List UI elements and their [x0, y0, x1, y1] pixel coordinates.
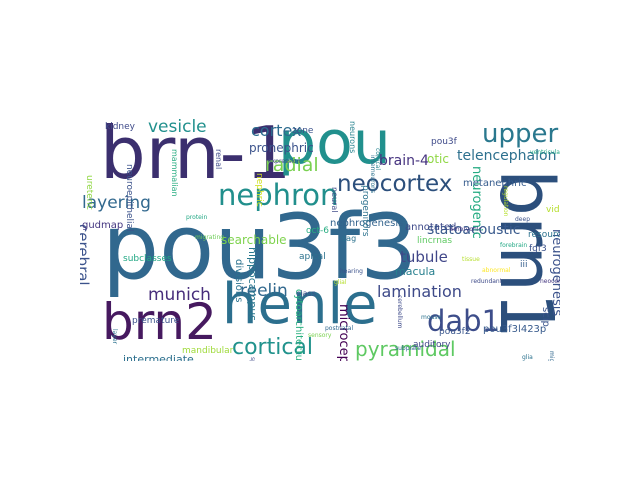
- cloud-word: neural: [330, 187, 339, 213]
- cloud-word: scip: [540, 307, 551, 327]
- cloud-word: redundant: [471, 278, 503, 285]
- cloud-word: neocortical: [540, 278, 560, 285]
- cloud-word: ureteric: [84, 175, 94, 210]
- cloud-word: zone: [292, 126, 314, 136]
- cloud-word: lamination: [377, 282, 462, 301]
- cloud-word: brn-1: [100, 119, 292, 195]
- cloud-word: renal: [214, 149, 223, 170]
- cloud-word: intermediate: [123, 353, 194, 361]
- cloud-word: brain-4: [379, 153, 429, 169]
- cloud-word: resource: [528, 230, 560, 240]
- cloud-word: metanephric: [463, 178, 527, 189]
- cloud-word: pou3f2: [439, 327, 471, 337]
- cloud-word: specification: [249, 357, 256, 361]
- cloud-word: hippocampus: [246, 247, 259, 321]
- cloud-word: telencephalon: [457, 148, 557, 164]
- cloud-word: cytoarchitecture: [293, 289, 304, 361]
- cloud-word: sensory: [308, 332, 332, 339]
- cloud-word: pou: [278, 119, 391, 178]
- cloud-word: migration: [548, 351, 555, 361]
- cloud-word: pou3f3: [102, 195, 418, 300]
- cloud-word: fgf3: [529, 244, 547, 254]
- cloud-word: neurons: [348, 121, 357, 154]
- cloud-word: pou3f3l423p: [483, 324, 547, 335]
- cloud-word: gudmap: [82, 220, 124, 231]
- cloud-word: tubule: [400, 248, 448, 266]
- cloud-word: subplate: [395, 345, 421, 352]
- cloud-word: kidney: [105, 122, 135, 132]
- cloud-word: sag: [342, 234, 357, 243]
- cloud-word: migrating: [195, 234, 225, 241]
- cloud-word: hearing: [340, 268, 363, 275]
- cloud-word: microcephaly: [336, 304, 351, 361]
- cloud-word: vidir: [546, 205, 560, 215]
- word-cloud: pou3f3 brn-1 pou brn1 henle brn2 neocort…: [80, 119, 560, 361]
- cloud-word: oct-6: [306, 226, 329, 236]
- cloud-word: pronephric: [249, 141, 314, 155]
- cloud-word: pou3f: [431, 137, 457, 147]
- cloud-word: radial: [265, 154, 319, 176]
- cloud-word: expression: [268, 158, 301, 165]
- cloud-word: nephron: [218, 178, 339, 212]
- cloud-word: lincrnas: [417, 236, 453, 246]
- cloud-word: glial: [334, 279, 347, 286]
- cloud-word: class: [296, 289, 316, 298]
- cloud-word: divisions: [233, 259, 244, 303]
- cloud-word: apical: [299, 252, 326, 262]
- cloud-word: auditory: [413, 340, 451, 350]
- cloud-word: upper: [482, 119, 559, 149]
- cloud-word: macula: [395, 265, 436, 278]
- cloud-word: cortical: [232, 335, 314, 360]
- cloud-word: ventricular: [530, 149, 560, 156]
- cloud-word: protein: [186, 214, 208, 221]
- cloud-word: nephrogenesis: [330, 218, 404, 229]
- cloud-word: deep: [515, 216, 530, 223]
- cloud-word: forebrain: [500, 242, 528, 249]
- cloud-word: progenitors: [360, 185, 370, 237]
- cloud-word: munich: [148, 285, 211, 305]
- cloud-word: glia: [522, 354, 533, 361]
- cloud-word: iii: [520, 260, 528, 270]
- cloud-word: regulation: [502, 186, 509, 217]
- cloud-word: premature: [132, 316, 180, 326]
- cloud-word: mandibular: [182, 346, 234, 356]
- cloud-word: neuroepithelial: [124, 164, 134, 232]
- cloud-word: nephric: [254, 173, 264, 207]
- cloud-word: tissue: [462, 256, 480, 263]
- cloud-word: mouse: [421, 314, 442, 321]
- cloud-word: mammalian: [170, 149, 179, 197]
- cloud-word: postnatal: [325, 325, 354, 332]
- cloud-word: cerebellum: [396, 295, 403, 329]
- cloud-word: neurogenesis: [549, 229, 560, 317]
- cloud-word: brn2: [102, 293, 217, 351]
- cloud-word: layer: [111, 329, 118, 345]
- cloud-word: statoacoustic: [427, 222, 521, 238]
- cloud-word: abnormal: [482, 267, 511, 274]
- cloud-word: searchable: [221, 233, 287, 247]
- cloud-word: embryonic: [450, 226, 482, 233]
- cloud-word: vesicle: [148, 119, 207, 137]
- cloud-word: henle: [222, 272, 378, 337]
- cloud-word: cortical: [374, 148, 381, 171]
- cloud-word: pyramidal: [355, 337, 456, 361]
- cloud-word: cortex: [251, 121, 302, 140]
- cloud-word: dab1: [427, 304, 501, 338]
- cloud-word: reelin: [240, 281, 288, 301]
- cloud-word: layering: [82, 193, 151, 213]
- cloud-word: otic: [427, 152, 449, 166]
- cloud-word: annotated: [405, 222, 457, 233]
- cloud-word: neocortex: [337, 171, 453, 197]
- cloud-word: cerebral: [80, 224, 92, 286]
- cloud-word: subclasses: [123, 254, 172, 264]
